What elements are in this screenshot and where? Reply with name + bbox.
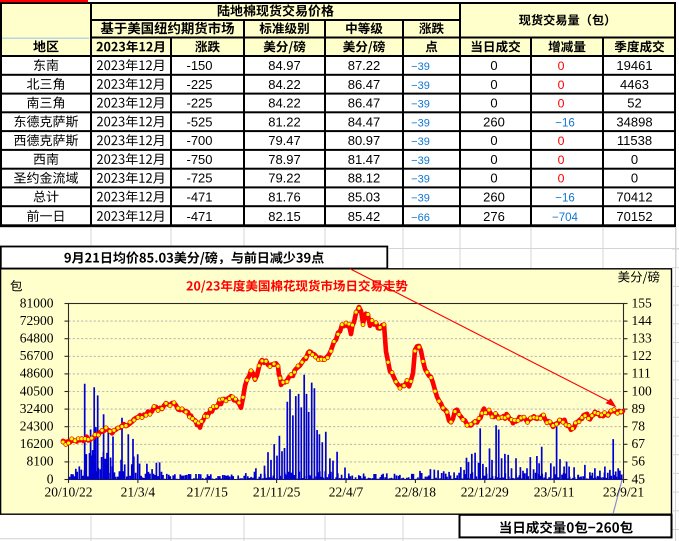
svg-text:-225: -225	[186, 77, 212, 92]
svg-text:87.22: 87.22	[348, 58, 381, 73]
svg-text:81000: 81000	[20, 295, 54, 310]
svg-text:0: 0	[631, 171, 638, 186]
svg-text:−16: −16	[555, 117, 575, 129]
svg-text:0: 0	[558, 172, 565, 186]
svg-text:0: 0	[631, 152, 638, 167]
svg-text:11538: 11538	[617, 133, 652, 148]
svg-text:0: 0	[490, 77, 497, 92]
svg-text:-150: -150	[186, 58, 212, 73]
svg-text:56: 56	[632, 454, 646, 469]
svg-text:48600: 48600	[20, 366, 54, 381]
svg-text:-471: -471	[186, 189, 212, 204]
svg-text:155: 155	[632, 295, 653, 310]
svg-text:-750: -750	[186, 152, 212, 167]
svg-text:79.22: 79.22	[268, 171, 301, 186]
svg-text:260: 260	[483, 114, 505, 129]
svg-text:22/12/29: 22/12/29	[461, 484, 509, 499]
svg-text:0: 0	[558, 78, 565, 92]
svg-text:56700: 56700	[20, 348, 54, 363]
svg-text:81.47: 81.47	[348, 152, 381, 167]
svg-text:−39: −39	[411, 80, 430, 92]
svg-text:20/10/22: 20/10/22	[44, 484, 92, 499]
svg-text:67: 67	[632, 436, 646, 451]
svg-text:79.47: 79.47	[268, 133, 301, 148]
svg-text:88.12: 88.12	[348, 171, 381, 186]
svg-text:21/7/15: 21/7/15	[187, 484, 229, 499]
svg-text:260: 260	[483, 189, 505, 204]
svg-text:0: 0	[558, 153, 565, 167]
svg-text:0: 0	[558, 97, 565, 111]
svg-text:−66: −66	[411, 212, 430, 224]
svg-text:22/8/18: 22/8/18	[395, 484, 437, 499]
svg-text:−16: −16	[555, 192, 575, 204]
svg-text:0: 0	[490, 171, 497, 186]
svg-text:0: 0	[490, 133, 497, 148]
svg-text:4463: 4463	[620, 77, 649, 92]
svg-text:-471: -471	[186, 209, 212, 224]
svg-text:80.97: 80.97	[348, 133, 381, 148]
svg-text:19461: 19461	[616, 58, 652, 73]
svg-text:100: 100	[632, 383, 653, 398]
svg-text:−39: −39	[411, 61, 430, 73]
svg-text:34898: 34898	[616, 114, 652, 129]
svg-text:−39: −39	[411, 155, 430, 167]
svg-text:−39: −39	[411, 117, 430, 129]
svg-text:−704: −704	[552, 212, 579, 224]
svg-text:−39: −39	[411, 174, 430, 186]
svg-text:0: 0	[490, 96, 497, 111]
svg-text:84.47: 84.47	[348, 114, 381, 129]
svg-text:0: 0	[558, 59, 565, 73]
svg-text:-225: -225	[186, 96, 212, 111]
svg-text:0: 0	[490, 152, 497, 167]
svg-text:84.22: 84.22	[268, 96, 301, 111]
svg-text:−39: −39	[411, 136, 430, 148]
svg-text:0: 0	[558, 134, 565, 148]
svg-text:70152: 70152	[616, 209, 652, 224]
svg-text:133: 133	[632, 331, 653, 346]
svg-text:85.42: 85.42	[348, 209, 381, 224]
svg-text:86.47: 86.47	[348, 96, 381, 111]
svg-text:-700: -700	[186, 133, 212, 148]
svg-text:23/9/21: 23/9/21	[603, 484, 644, 499]
svg-text:78.97: 78.97	[268, 152, 301, 167]
svg-text:22/4/7: 22/4/7	[329, 484, 364, 499]
svg-text:40500: 40500	[20, 383, 54, 398]
svg-text:21/11/25: 21/11/25	[253, 484, 301, 499]
svg-text:45: 45	[632, 471, 646, 486]
svg-text:276: 276	[483, 209, 505, 224]
svg-text:81.22: 81.22	[268, 114, 301, 129]
svg-text:−39: −39	[411, 192, 430, 204]
svg-text:85.03: 85.03	[348, 189, 381, 204]
svg-text:16200: 16200	[20, 436, 54, 451]
svg-text:82.15: 82.15	[268, 209, 301, 224]
svg-text:84.22: 84.22	[268, 77, 301, 92]
svg-text:-525: -525	[186, 114, 212, 129]
svg-text:−39: −39	[411, 99, 430, 111]
svg-text:0: 0	[47, 471, 54, 486]
svg-text:52: 52	[627, 96, 641, 111]
svg-text:84.97: 84.97	[268, 58, 301, 73]
svg-text:21/3/4: 21/3/4	[121, 484, 156, 499]
svg-text:122: 122	[632, 348, 652, 363]
svg-text:24300: 24300	[20, 419, 54, 434]
svg-text:72900: 72900	[20, 313, 54, 328]
svg-text:111: 111	[632, 366, 651, 381]
svg-text:23/5/11: 23/5/11	[534, 484, 575, 499]
svg-text:8100: 8100	[27, 454, 54, 469]
svg-text:0: 0	[490, 58, 497, 73]
svg-text:70412: 70412	[616, 189, 652, 204]
svg-text:144: 144	[632, 313, 653, 328]
svg-text:78: 78	[632, 419, 646, 434]
svg-text:86.47: 86.47	[348, 77, 381, 92]
svg-text:32400: 32400	[20, 401, 54, 416]
svg-text:-725: -725	[186, 171, 212, 186]
svg-text:64800: 64800	[20, 331, 54, 346]
svg-text:81.76: 81.76	[268, 189, 301, 204]
svg-text:89: 89	[632, 401, 646, 416]
